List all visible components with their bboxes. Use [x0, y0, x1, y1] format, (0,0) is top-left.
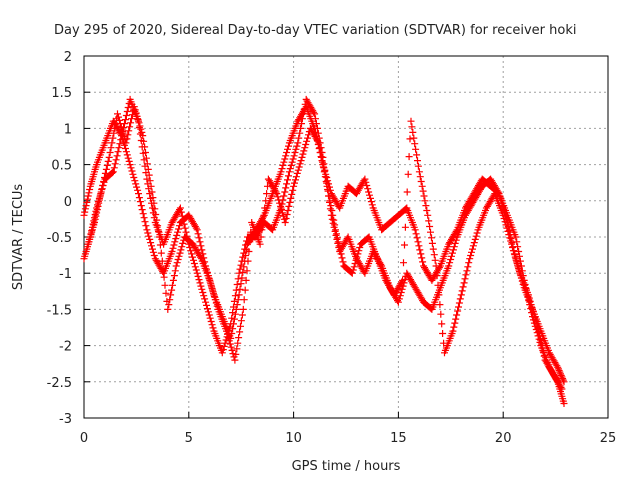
chart-title: Day 295 of 2020, Sidereal Day-to-day VTE… [54, 23, 576, 38]
y-ticks: -3 -2.5 -2 -1.5 -1 -0.5 0 0.5 1 1.5 2 [47, 50, 90, 427]
y-tick-label: -3 [59, 412, 72, 427]
y-tick-label: -1 [59, 267, 72, 282]
x-tick-label: 10 [285, 431, 302, 446]
x-ticks: 0 5 10 15 20 25 [80, 412, 616, 446]
data-points [80, 95, 568, 407]
x-tick-label: 5 [185, 431, 193, 446]
series-track-3 [84, 103, 566, 393]
y-tick-label: -0.5 [47, 231, 72, 246]
series-track-2 [80, 95, 568, 386]
grid [84, 56, 608, 418]
x-tick-label: 0 [80, 431, 88, 446]
y-tick-label: 2 [64, 50, 72, 65]
x-tick-label: 25 [600, 431, 617, 446]
y-tick-label: -2 [59, 340, 72, 355]
y-tick-label: 1.5 [51, 86, 72, 101]
series-track-1 [80, 103, 568, 407]
y-tick-label: -2.5 [47, 376, 72, 391]
y-tick-label: 0 [64, 195, 72, 210]
y-tick-label: 1 [64, 122, 72, 137]
x-axis-label: GPS time / hours [292, 459, 401, 474]
y-axis-label: SDTVAR / TECUs [11, 184, 26, 291]
y-tick-label: -1.5 [47, 303, 72, 318]
x-tick-label: 20 [495, 431, 512, 446]
y-tick-label: 0.5 [51, 159, 72, 174]
x-tick-label: 15 [390, 431, 407, 446]
